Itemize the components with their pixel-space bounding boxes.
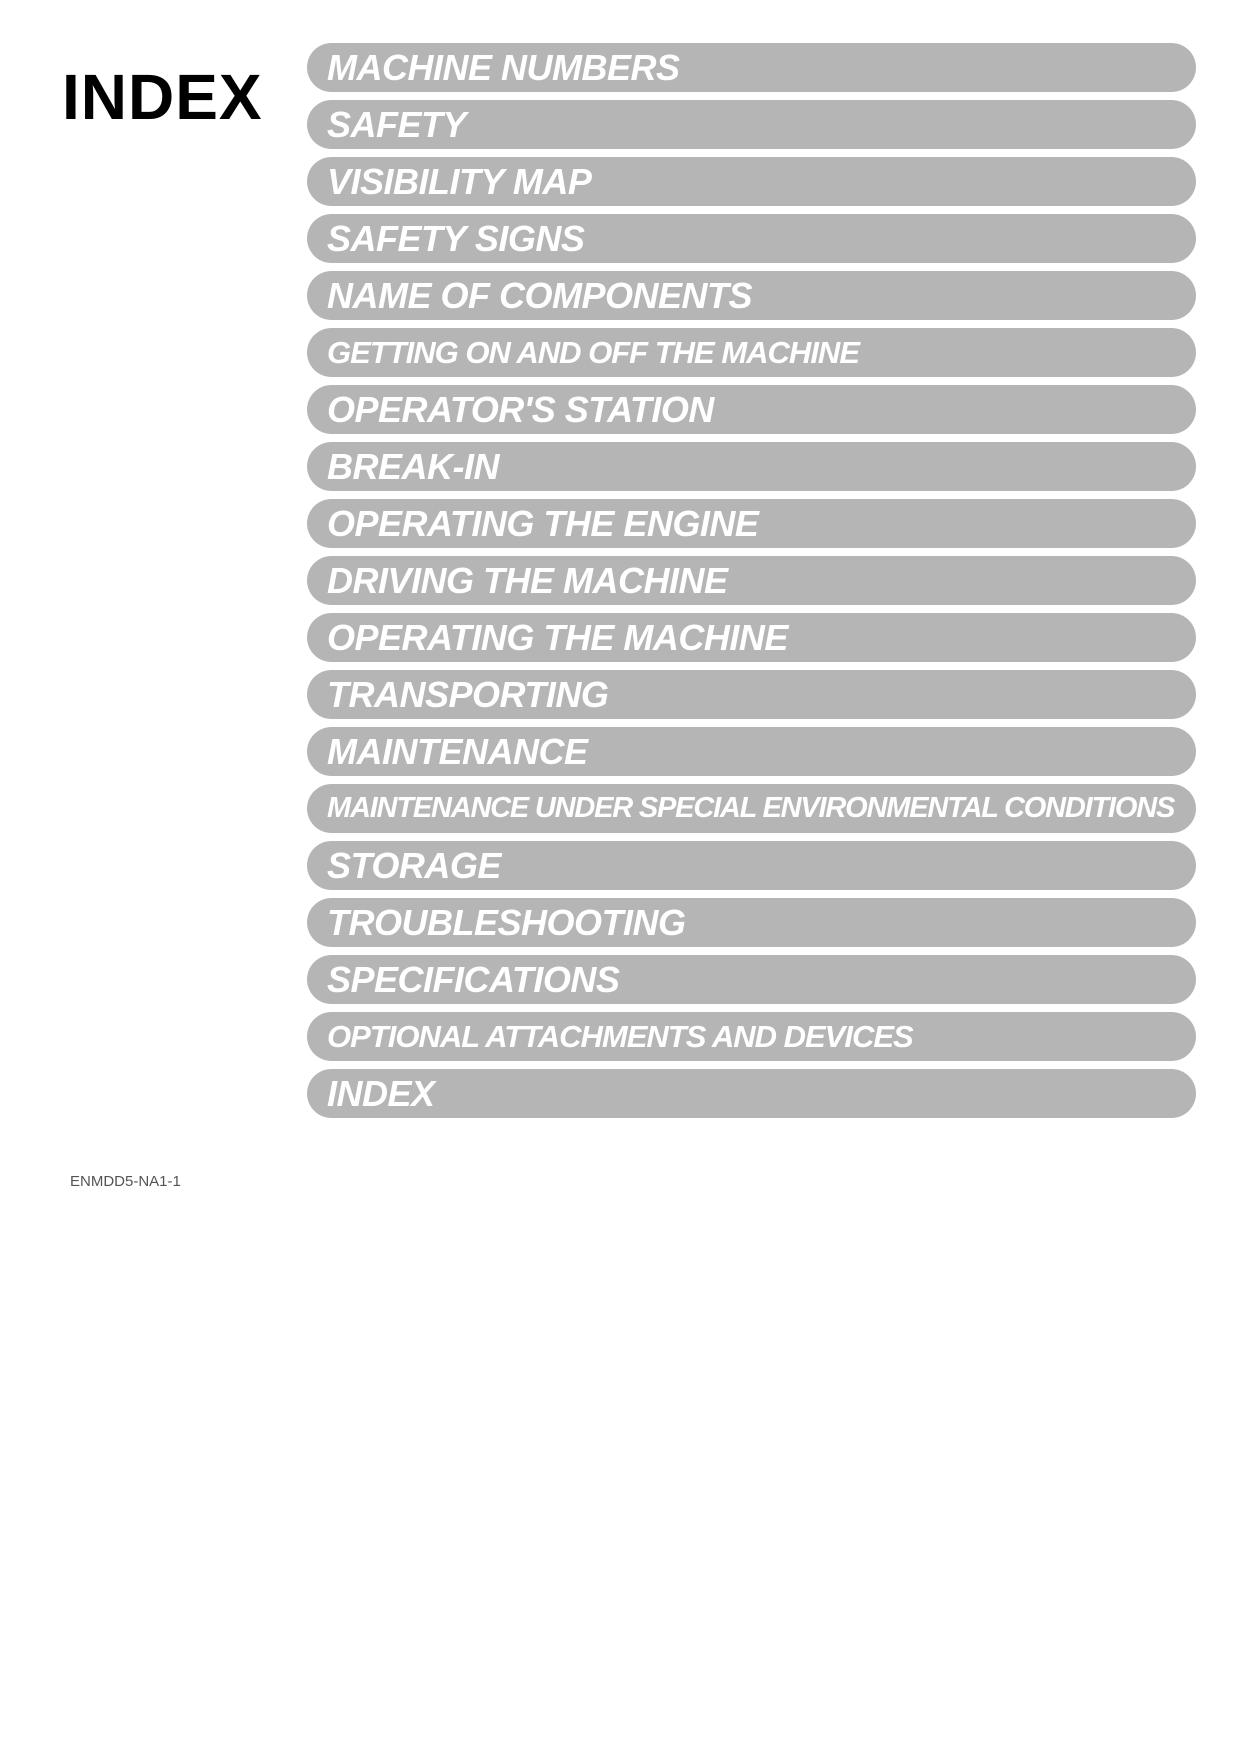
index-item-operators-station[interactable]: OPERATOR'S STATION <box>307 385 1196 434</box>
index-item-optional-attachments[interactable]: OPTIONAL ATTACHMENTS AND DEVICES <box>307 1012 1196 1061</box>
index-item-driving-machine[interactable]: DRIVING THE MACHINE <box>307 556 1196 605</box>
index-item-safety-signs[interactable]: SAFETY SIGNS <box>307 214 1196 263</box>
index-item-transporting[interactable]: TRANSPORTING <box>307 670 1196 719</box>
index-list: MACHINE NUMBERS SAFETY VISIBILITY MAP SA… <box>307 43 1196 1126</box>
index-item-index[interactable]: INDEX <box>307 1069 1196 1118</box>
index-item-safety[interactable]: SAFETY <box>307 100 1196 149</box>
index-item-operating-engine[interactable]: OPERATING THE ENGINE <box>307 499 1196 548</box>
index-item-visibility-map[interactable]: VISIBILITY MAP <box>307 157 1196 206</box>
index-item-maintenance-special[interactable]: MAINTENANCE UNDER SPECIAL ENVIRONMENTAL … <box>307 784 1196 833</box>
index-item-operating-machine[interactable]: OPERATING THE MACHINE <box>307 613 1196 662</box>
index-item-machine-numbers[interactable]: MACHINE NUMBERS <box>307 43 1196 92</box>
index-item-specifications[interactable]: SPECIFICATIONS <box>307 955 1196 1004</box>
index-item-maintenance[interactable]: MAINTENANCE <box>307 727 1196 776</box>
document-code: ENMDD5-NA1-1 <box>70 1173 181 1190</box>
index-item-storage[interactable]: STORAGE <box>307 841 1196 890</box>
index-item-getting-on-off[interactable]: GETTING ON AND OFF THE MACHINE <box>307 328 1196 377</box>
index-item-break-in[interactable]: BREAK-IN <box>307 442 1196 491</box>
page-title: INDEX <box>62 60 263 134</box>
index-item-name-of-components[interactable]: NAME OF COMPONENTS <box>307 271 1196 320</box>
index-item-troubleshooting[interactable]: TROUBLESHOOTING <box>307 898 1196 947</box>
